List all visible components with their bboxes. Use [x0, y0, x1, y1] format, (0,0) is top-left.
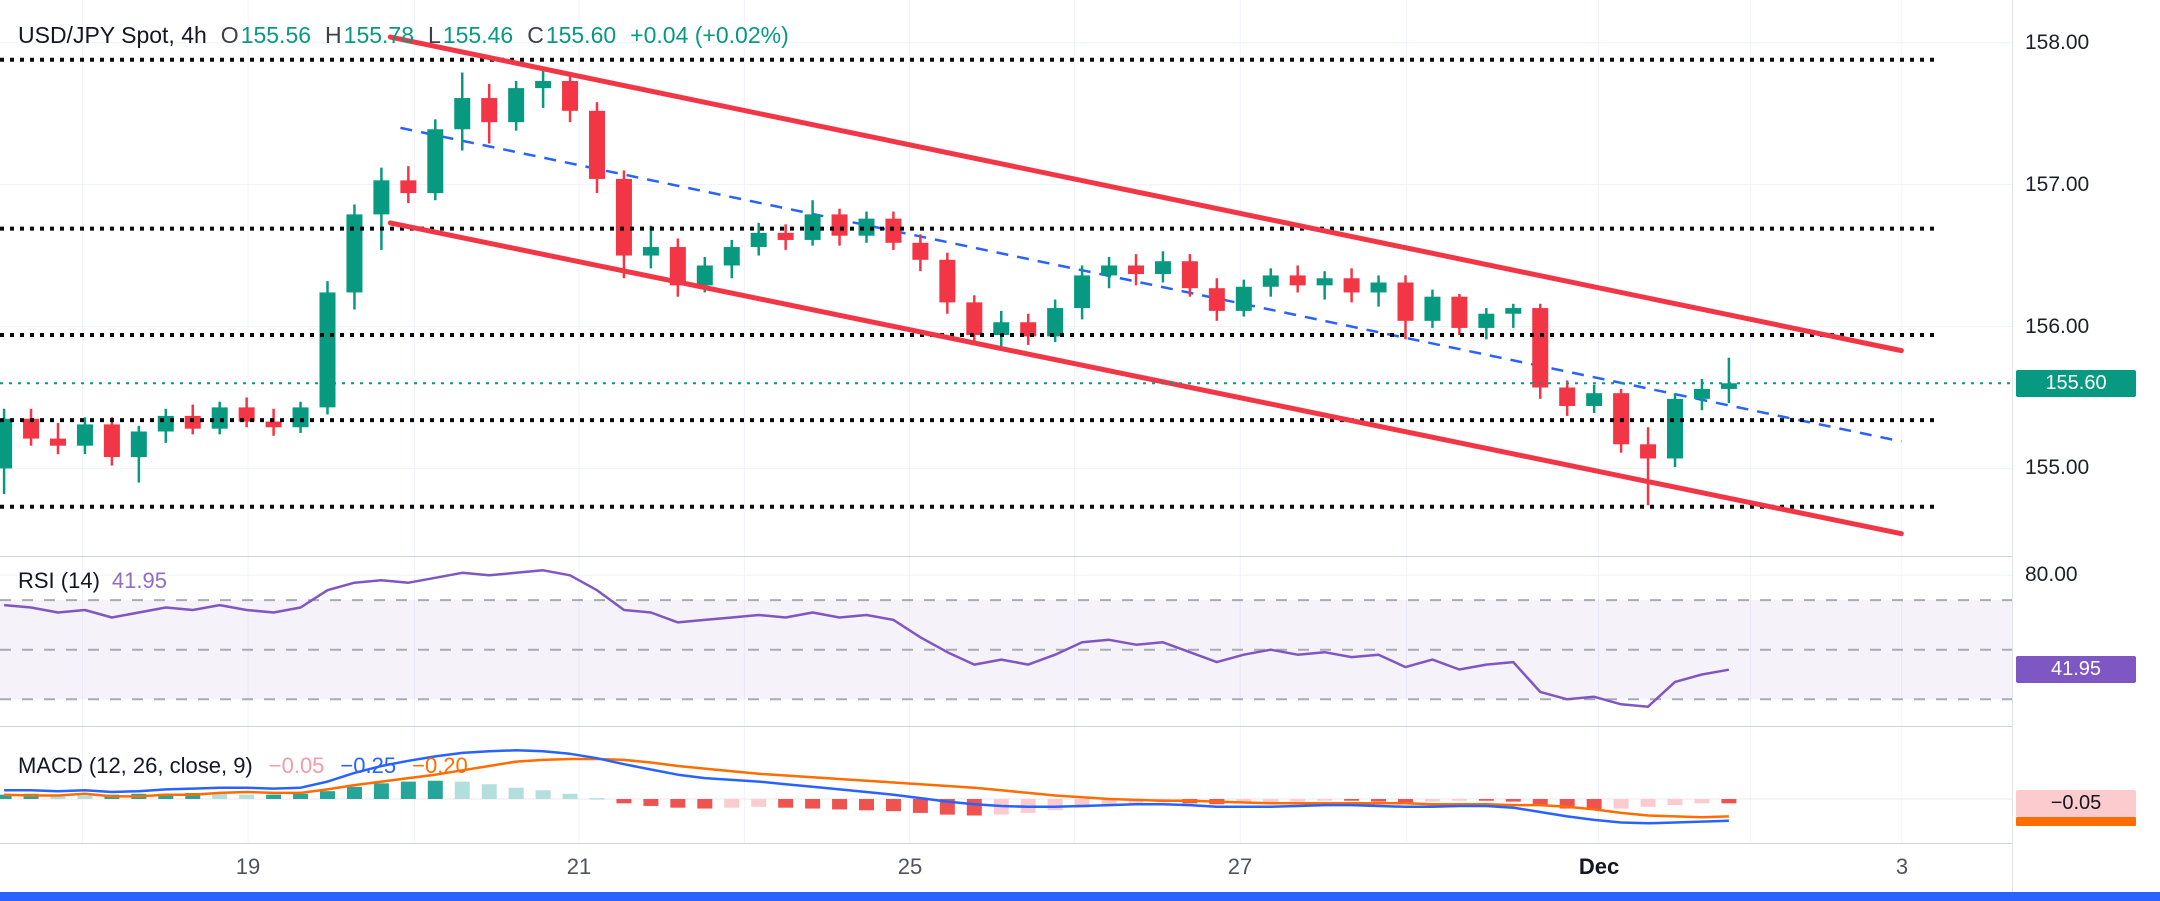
macd-title[interactable]: MACD (12, 26, close, 9): [18, 753, 253, 778]
macd-signal-badge: [2016, 817, 2136, 826]
rsi-indicator-canvas[interactable]: [0, 556, 2012, 726]
symbol-legend: USD/JPY Spot, 4h O 155.56 H 155.78 L 155…: [18, 22, 789, 49]
time-axis-label: Dec: [1578, 854, 1620, 879]
macd-legend: MACD (12, 26, close, 9) −0.05 −0.25 −0.2…: [18, 753, 468, 779]
time-axis-label: 27: [1227, 854, 1253, 879]
macd-histogram-value: −0.05: [268, 753, 325, 778]
time-axis-label: 21: [566, 854, 592, 879]
rsi-legend: RSI (14) 41.95: [18, 568, 167, 594]
panel-separator[interactable]: [0, 726, 2160, 727]
price-change: +0.04 (+0.02%): [630, 22, 789, 48]
time-axis-label: 19: [235, 854, 261, 879]
time-axis[interactable]: 19 21 25 27 Dec 3: [0, 843, 2012, 892]
price-axis-label: 157.00: [2025, 173, 2090, 196]
panel-separator[interactable]: [0, 556, 2160, 557]
last-price-badge: 155.60: [2016, 370, 2136, 397]
price-axis[interactable]: 158.00 157.00 156.00 155.00 80.00 155.60 41…: [2012, 0, 2160, 892]
symbol-title[interactable]: USD/JPY Spot, 4h: [18, 22, 207, 48]
open-value: O 155.56: [220, 22, 312, 48]
close-value: C 155.60: [527, 22, 617, 48]
price-axis-label: 156.00: [2025, 315, 2090, 338]
time-axis-label: 3: [1895, 854, 1909, 879]
low-value: L 155.46: [428, 22, 514, 48]
macd-line-value: −0.25: [340, 753, 397, 778]
rsi-current-value: 41.95: [111, 568, 167, 593]
macd-histogram-badge: −0.05: [2016, 790, 2136, 817]
panel-separator: [0, 843, 2160, 844]
price-axis-label: 158.00: [2025, 31, 2090, 54]
high-value: H 155.78: [325, 22, 415, 48]
price-chart-canvas[interactable]: [0, 0, 2012, 556]
rsi-title[interactable]: RSI (14): [18, 568, 100, 593]
macd-signal-value: −0.20: [412, 753, 468, 778]
macd-indicator-canvas[interactable]: [0, 726, 2012, 843]
rsi-value-badge: 41.95: [2016, 656, 2136, 683]
bottom-accent-bar: [0, 892, 2160, 901]
rsi-axis-tick: 80.00: [2025, 563, 2078, 586]
price-axis-label: 155.00: [2025, 456, 2090, 479]
time-axis-label: 25: [897, 854, 923, 879]
